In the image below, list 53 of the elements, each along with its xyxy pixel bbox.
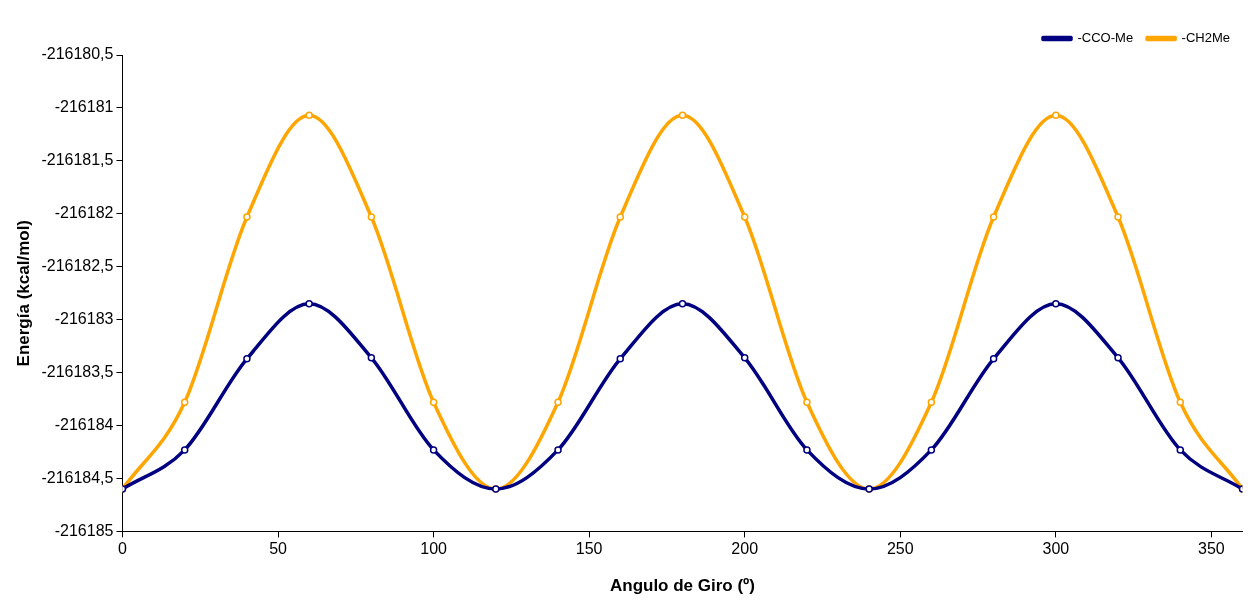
point bbox=[1052, 300, 1060, 308]
point bbox=[180, 446, 189, 454]
y-tick-label: -216181,5 bbox=[41, 151, 114, 169]
point bbox=[616, 213, 625, 221]
point bbox=[989, 213, 998, 221]
x-tick-label: 250 bbox=[886, 540, 914, 558]
x-tick-label: 200 bbox=[731, 540, 759, 558]
point bbox=[243, 355, 251, 363]
y-tick-label: -216184,5 bbox=[41, 468, 114, 486]
y-tick-label: -216184 bbox=[54, 415, 114, 433]
point bbox=[616, 355, 625, 363]
point bbox=[1114, 354, 1122, 362]
point bbox=[740, 354, 749, 362]
point bbox=[1176, 446, 1185, 454]
y-tick-label: -216183,5 bbox=[41, 363, 114, 381]
point bbox=[927, 446, 936, 454]
point bbox=[927, 398, 936, 406]
x-axis-title: Angulo de Giro (º) bbox=[609, 576, 755, 596]
y-tick-label: -216182 bbox=[54, 204, 114, 222]
y-axis-title: Energía (kcal/mol) bbox=[13, 219, 33, 367]
x-tick-label: 0 bbox=[118, 540, 128, 558]
x-tick-label: 300 bbox=[1042, 540, 1070, 558]
y-tick-label: -216181 bbox=[54, 98, 114, 116]
x-tick-label: 150 bbox=[575, 540, 603, 558]
x-tick-label: 50 bbox=[269, 540, 288, 558]
point bbox=[429, 446, 438, 454]
point bbox=[554, 398, 562, 406]
y-tick-label: -216180,5 bbox=[41, 45, 114, 63]
point bbox=[429, 398, 438, 406]
point bbox=[243, 213, 251, 221]
point bbox=[180, 398, 189, 406]
point bbox=[678, 111, 687, 120]
point bbox=[1114, 213, 1122, 221]
point bbox=[1052, 111, 1060, 120]
point bbox=[305, 300, 313, 308]
legend-label: -CH2Me bbox=[1181, 30, 1231, 46]
x-tick-label: 100 bbox=[420, 540, 448, 558]
y-tick-label: -216185 bbox=[54, 521, 114, 539]
point bbox=[803, 398, 811, 406]
line-series bbox=[122, 300, 1243, 493]
point bbox=[803, 446, 811, 454]
point bbox=[367, 213, 376, 221]
y-tick-label: -216182,5 bbox=[41, 257, 114, 275]
point bbox=[1176, 398, 1185, 406]
point bbox=[678, 300, 687, 308]
y-tick-label: -216183 bbox=[54, 310, 114, 328]
legend-label: -CCO-Me bbox=[1077, 30, 1134, 46]
point bbox=[305, 111, 313, 120]
x-tick-label: 350 bbox=[1198, 540, 1225, 558]
point bbox=[740, 213, 749, 221]
point bbox=[367, 354, 376, 362]
point bbox=[989, 355, 998, 363]
point bbox=[554, 446, 562, 454]
